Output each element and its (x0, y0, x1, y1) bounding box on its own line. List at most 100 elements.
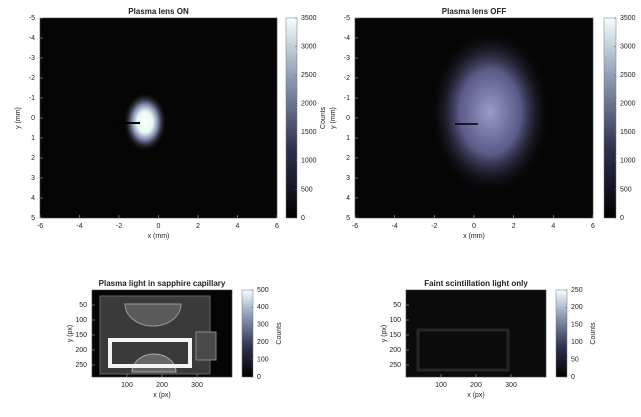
colorbar (242, 290, 253, 377)
y-axis-label: y (mm) (330, 107, 337, 129)
colorbar-tick-label: 3000 (620, 43, 636, 50)
colorbar-tick-label: 100 (571, 339, 583, 346)
colorbar-tick-label: 0 (620, 215, 624, 222)
x-tick-label: -6 (352, 223, 358, 230)
colorbar-tick-label: 2000 (301, 101, 317, 108)
y-tick-label: -1 (344, 95, 350, 102)
x-tick-label: -2 (431, 223, 437, 230)
colorbar-tick-label: 1500 (620, 129, 636, 136)
y-tick-label: -5 (344, 15, 350, 22)
colorbar-label: Counts (276, 322, 283, 345)
y-tick-label: 0 (31, 115, 35, 122)
image-area (406, 290, 546, 377)
y-tick-label: 150 (389, 332, 401, 339)
colorbar-tick-label: 2000 (620, 101, 636, 108)
x-tick-label: -4 (392, 223, 398, 230)
colorbar-tick-label: 200 (257, 339, 269, 346)
colorbar-tick-label: 200 (571, 304, 583, 311)
x-axis-label: x (mm) (463, 233, 485, 240)
side-block (196, 332, 216, 360)
colorbar-tick-label: 0 (571, 374, 575, 381)
y-tick-label: 3 (31, 175, 35, 182)
y-tick-label: -4 (344, 35, 350, 42)
x-tick-label: 0 (157, 223, 161, 230)
y-tick-label: 50 (393, 302, 401, 309)
y-tick-label: -2 (344, 75, 350, 82)
x-axis-label: x (px) (467, 392, 485, 399)
y-tick-label: 1 (346, 135, 350, 142)
y-tick-label: 200 (75, 347, 87, 354)
colorbar-label: Counts (590, 322, 597, 345)
x-tick-label: 100 (435, 382, 447, 389)
y-axis-label: y (mm) (15, 107, 22, 129)
y-tick-label: 4 (346, 195, 350, 202)
colorbar-tick-label: 3500 (301, 15, 317, 22)
y-tick-label: 0 (346, 115, 350, 122)
colorbar (556, 290, 567, 377)
y-tick-label: 100 (389, 317, 401, 324)
y-tick-label: 3 (346, 175, 350, 182)
x-tick-label: -4 (76, 223, 82, 230)
x-axis-label: x (mm) (148, 233, 170, 240)
colorbar-tick-label: 250 (571, 287, 583, 294)
colorbar-tick-label: 2500 (301, 72, 317, 79)
y-axis-label: y (px) (381, 325, 388, 343)
x-tick-label: 300 (505, 382, 517, 389)
colorbar-tick-label: 3500 (620, 15, 636, 22)
panel-title: Plasma lens OFF (442, 7, 507, 16)
colorbar (286, 18, 297, 218)
y-tick-label: 50 (79, 302, 87, 309)
x-tick-label: 2 (196, 223, 200, 230)
x-axis-label: x (px) (153, 392, 171, 399)
panel-title: Plasma light in sapphire capillary (99, 279, 226, 288)
y-tick-label: 100 (75, 317, 87, 324)
x-tick-label: 4 (551, 223, 555, 230)
x-tick-label: 200 (156, 382, 168, 389)
panel-title: Faint scintillation light only (424, 279, 528, 288)
colorbar-tick-label: 3000 (301, 43, 317, 50)
x-tick-label: -6 (37, 223, 43, 230)
x-tick-label: 6 (591, 223, 595, 230)
y-tick-label: -2 (29, 75, 35, 82)
x-tick-label: 2 (512, 223, 516, 230)
colorbar-tick-label: 2500 (620, 72, 636, 79)
colorbar (604, 18, 616, 218)
colorbar-tick-label: 500 (620, 186, 632, 193)
y-tick-label: -1 (29, 95, 35, 102)
colorbar-tick-label: 500 (257, 287, 269, 294)
y-tick-label: -5 (29, 15, 35, 22)
colorbar-tick-label: 0 (301, 215, 305, 222)
colorbar-tick-label: 300 (257, 322, 269, 329)
colorbar-tick-label: 500 (301, 186, 313, 193)
y-tick-label: 1 (31, 135, 35, 142)
y-axis-label: y (px) (67, 325, 74, 343)
colorbar-tick-label: 150 (571, 322, 583, 329)
y-tick-label: 5 (31, 215, 35, 222)
y-tick-label: 4 (31, 195, 35, 202)
panel-title: Plasma lens ON (128, 7, 189, 16)
x-tick-label: -2 (116, 223, 122, 230)
y-tick-label: 2 (31, 155, 35, 162)
y-tick-label: 250 (389, 362, 401, 369)
x-tick-label: 6 (275, 223, 279, 230)
colorbar-tick-label: 100 (257, 356, 269, 363)
y-tick-label: -3 (344, 55, 350, 62)
figure: Plasma lens ON -6 -4 -2 0 2 4 6 -5 -4 -3 -2 -1 0 1 2 3 4 5… (0, 0, 641, 417)
colorbar-tick-label: 1000 (620, 158, 636, 165)
y-tick-label: 150 (75, 332, 87, 339)
y-tick-label: 5 (346, 215, 350, 222)
y-tick-label: 250 (75, 362, 87, 369)
y-tick-label: 200 (389, 347, 401, 354)
y-tick-label: 2 (346, 155, 350, 162)
colorbar-tick-label: 50 (571, 356, 579, 363)
x-tick-label: 0 (472, 223, 476, 230)
x-tick-label: 200 (470, 382, 482, 389)
colorbar-tick-label: 0 (257, 374, 261, 381)
x-tick-label: 100 (121, 382, 133, 389)
colorbar-tick-label: 400 (257, 304, 269, 311)
x-tick-label: 300 (191, 382, 203, 389)
colorbar-tick-label: 1000 (301, 158, 317, 165)
colorbar-label: Counts (320, 106, 327, 129)
x-tick-label: 4 (236, 223, 240, 230)
y-tick-label: -4 (29, 35, 35, 42)
